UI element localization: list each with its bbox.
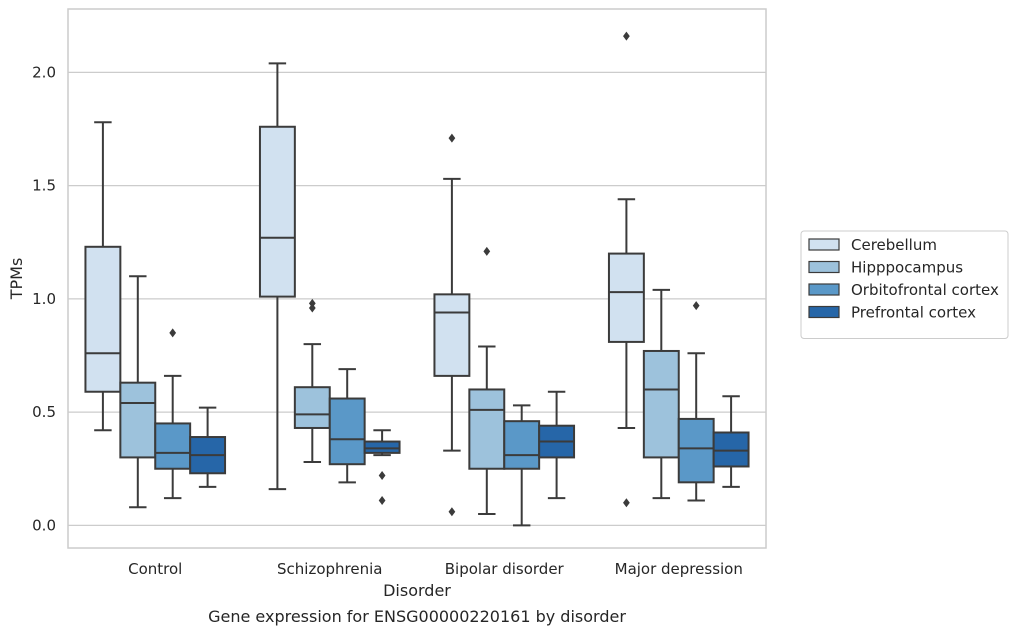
outlier-point [623, 498, 630, 508]
outlier-point [448, 133, 456, 143]
box-iqr [293, 386, 331, 429]
box-orbitofrontal-cortex [677, 301, 715, 502]
box-prefrontal-cortex [712, 395, 750, 488]
box-iqr [119, 381, 157, 459]
outlier-point [308, 303, 316, 313]
y-axis-label: TPMs [7, 258, 26, 301]
legend-label: Cerebellum [851, 236, 937, 254]
x-tick-label: Bipolar disorder [445, 560, 565, 578]
box-hipppocampus [468, 246, 506, 516]
y-tick-label: 0.5 [32, 403, 56, 421]
outlier-point [378, 495, 386, 505]
y-tick-label: 2.0 [32, 63, 56, 81]
box-orbitofrontal-cortex [328, 368, 366, 484]
boxes [84, 31, 750, 527]
x-axis-ticks: Control Schizophrenia Bipolar disorder Majo… [128, 560, 743, 578]
box-iqr [468, 388, 506, 470]
box-cerebellum [84, 121, 122, 432]
box-orbitofrontal-cortex [154, 328, 192, 500]
outlier-point [692, 301, 700, 311]
x-axis-label: Disorder [383, 581, 451, 600]
legend-item: Hipppocampus [808, 259, 963, 277]
box-iqr [712, 431, 750, 468]
box-prefrontal-cortex [363, 429, 401, 505]
box-hipppocampus [293, 298, 331, 463]
outlier-point [448, 507, 456, 517]
x-tick-label: Schizophrenia [277, 560, 382, 578]
outlier-point [483, 246, 491, 256]
outlier-point [378, 471, 386, 481]
legend: Cerebellum Hipppocampus Orbitofrontal cort… [800, 230, 1009, 339]
box-cerebellum [258, 62, 296, 491]
box-cerebellum [433, 133, 471, 517]
box-iqr [258, 125, 296, 298]
box-iqr [328, 397, 366, 466]
legend-swatch [808, 260, 840, 274]
box-prefrontal-cortex [538, 390, 576, 500]
x-tick-label: Control [128, 560, 182, 578]
outlier-point [623, 31, 630, 41]
box-iqr [607, 252, 645, 343]
legend-item: Cerebellum [808, 236, 937, 254]
y-tick-label: 1.5 [32, 177, 56, 195]
outlier-point [308, 298, 316, 308]
legend-label: Hipppocampus [851, 259, 963, 277]
legend-swatch [808, 283, 840, 296]
box-iqr [154, 422, 192, 470]
x-tick-label: Major depression [615, 560, 743, 578]
legend-frame [800, 230, 1009, 339]
legend-label: Prefrontal cortex [851, 304, 976, 322]
box-prefrontal-cortex [189, 406, 227, 488]
y-tick-label: 1.0 [32, 290, 56, 308]
box-hipppocampus [119, 275, 157, 509]
legend-item: Orbitofrontal cortex [808, 281, 999, 299]
box-cerebellum [607, 31, 645, 508]
legend-item: Prefrontal cortex [808, 304, 976, 322]
legend-label: Orbitofrontal cortex [851, 281, 999, 299]
box-hipppocampus [642, 288, 680, 500]
y-axis-ticks: 0.0 0.5 1.0 1.5 2.0 [32, 63, 56, 534]
box-orbitofrontal-cortex [503, 404, 541, 527]
chart-caption: Gene expression for ENSG00000220161 by d… [208, 607, 626, 626]
outlier-point [169, 328, 177, 338]
box-iqr [433, 293, 471, 377]
box-iqr [677, 417, 715, 484]
legend-swatch [808, 305, 840, 319]
legend-swatch [808, 238, 840, 251]
box-iqr [363, 440, 401, 454]
plot-area-frame [67, 8, 767, 549]
box-iqr [642, 349, 680, 459]
y-tick-label: 0.0 [32, 516, 56, 534]
box-iqr [84, 245, 122, 393]
box-iqr [503, 420, 541, 470]
